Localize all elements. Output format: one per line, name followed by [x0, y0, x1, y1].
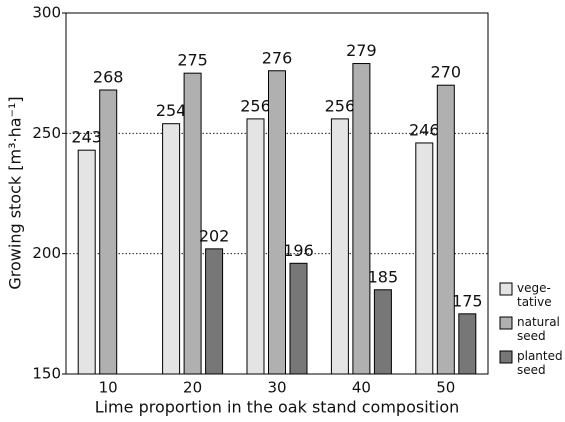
legend-label: natural seed	[517, 315, 560, 343]
bar	[205, 248, 224, 375]
data-label: 246	[409, 120, 440, 139]
data-label: 256	[325, 96, 356, 115]
bar	[373, 289, 392, 375]
data-label: 243	[71, 128, 102, 147]
bar	[268, 70, 286, 375]
data-label: 196	[283, 241, 314, 260]
y-axis-label: Growing stock [m³·ha⁻¹]	[6, 96, 25, 289]
data-label: 202	[199, 226, 230, 245]
bar	[99, 89, 118, 375]
bar	[289, 262, 308, 375]
legend-swatch	[499, 316, 513, 330]
bar	[352, 63, 371, 375]
legend-label: vege-tative	[517, 281, 552, 309]
bar	[458, 313, 477, 375]
data-label: 185	[368, 267, 399, 286]
data-label: 254	[156, 101, 187, 120]
data-label: 268	[93, 68, 124, 87]
bar	[436, 84, 455, 375]
legend-swatch	[499, 350, 513, 364]
x-tick-label: 40	[352, 379, 371, 397]
x-axis-label: Lime proportion in the oak stand composi…	[95, 398, 460, 417]
y-tick-label: 250	[32, 124, 61, 142]
legend-label: planted seed	[517, 349, 563, 377]
data-label: 256	[240, 96, 271, 115]
data-label: 279	[346, 41, 377, 60]
y-tick-label: 150	[32, 365, 61, 383]
x-tick-label: 30	[267, 379, 286, 397]
data-label: 175	[452, 291, 483, 310]
data-label: 276	[262, 48, 293, 67]
data-label: 275	[177, 51, 208, 70]
x-tick-label: 20	[183, 379, 202, 397]
x-tick-label: 50	[436, 379, 455, 397]
bar	[162, 123, 181, 375]
legend-swatch	[499, 282, 513, 296]
bar	[246, 118, 265, 375]
bar	[183, 72, 202, 375]
x-tick-label: 10	[99, 379, 118, 397]
data-label: 270	[431, 63, 462, 82]
y-tick-label: 200	[32, 244, 61, 262]
bar	[415, 142, 434, 375]
bar	[330, 118, 349, 375]
y-tick-label: 300	[32, 4, 61, 22]
bar	[77, 149, 96, 375]
